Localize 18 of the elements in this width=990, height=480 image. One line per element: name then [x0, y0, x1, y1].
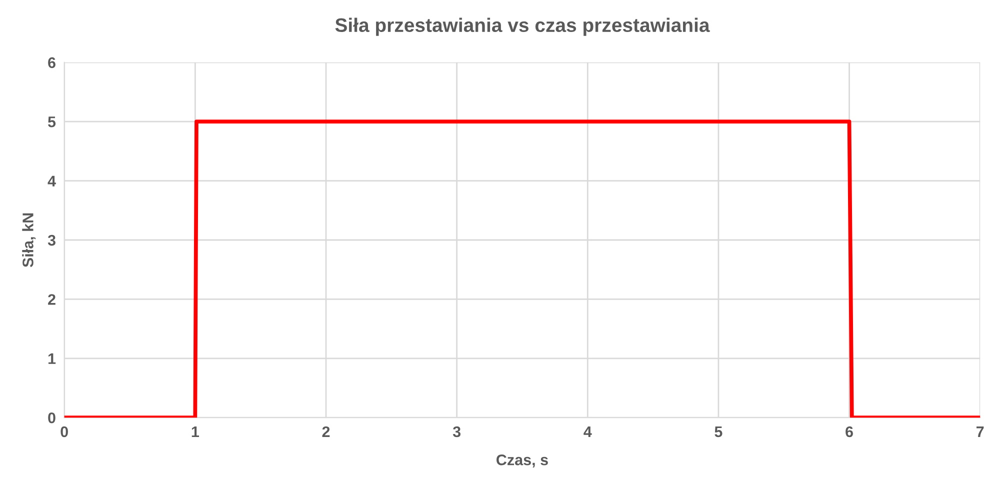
y-tick-label: 0 [48, 412, 56, 424]
x-axis-title: Czas, s [496, 454, 548, 468]
y-axis-title: Siła, kN [22, 213, 36, 268]
x-tick-label: 5 [714, 426, 722, 438]
x-tick-label: 0 [60, 426, 68, 438]
chart-title: Siła przestawiania vs czas przestawiania [335, 18, 710, 36]
y-tick-label: 5 [48, 116, 56, 128]
y-tick-label: 4 [48, 176, 56, 186]
y-tick-label: 2 [48, 294, 56, 305]
x-tick-label: 6 [846, 426, 853, 438]
x-tick-label: 2 [322, 426, 330, 438]
x-tick-label: 4 [584, 426, 592, 438]
y-tick-label: 1 [48, 353, 56, 364]
y-tick-label: 3 [48, 234, 56, 246]
y-tick-label: 6 [48, 57, 56, 68]
x-tick-label: 1 [192, 426, 199, 438]
x-tick-label: 7 [976, 426, 984, 438]
x-tick-label: 3 [452, 426, 461, 438]
